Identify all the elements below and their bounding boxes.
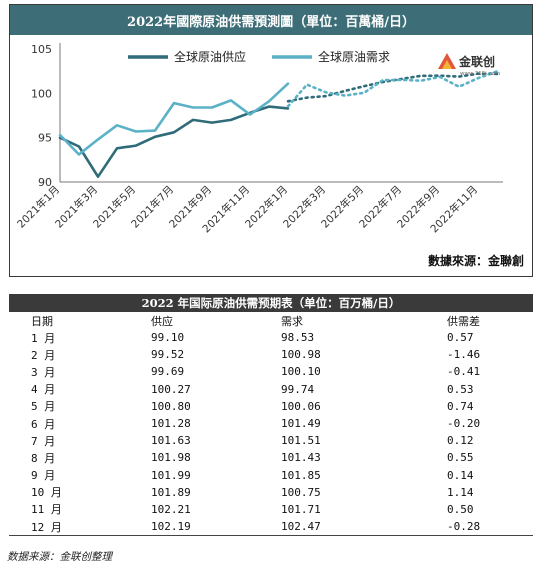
- chart-title: 2022年國際原油供需預測圖（單位：百萬桶/日）: [10, 5, 532, 35]
- cell-demand: 101.49: [281, 417, 321, 431]
- chart-source: 數據來源：金聯創: [427, 254, 524, 268]
- table-row: 9 月 101.99 101.85 0.14: [9, 467, 533, 484]
- header-supply: 供应: [151, 314, 173, 328]
- header-demand: 需求: [281, 314, 303, 328]
- cell-supply: 101.98: [151, 451, 191, 465]
- cell-balance: 1.14: [447, 485, 474, 499]
- cell-supply: 101.63: [151, 434, 191, 448]
- series-line-2: [286, 72, 499, 103]
- cell-date: 9 月: [31, 469, 56, 483]
- line-chart: 90951001052021年1月2021年3月2021年5月2021年7月20…: [14, 43, 503, 235]
- cell-supply: 102.19: [151, 520, 191, 534]
- cell-balance: 0.50: [447, 502, 474, 516]
- table-bottom-rule: [9, 535, 533, 537]
- cell-date: 7 月: [31, 434, 56, 448]
- logo-icon-inner: [442, 60, 452, 69]
- header-date: 日期: [31, 314, 53, 328]
- cell-date: 3 月: [31, 365, 56, 379]
- cell-balance: -1.46: [447, 348, 481, 362]
- cell-date: 12 月: [31, 520, 62, 534]
- table-row: 1 月 99.10 98.53 0.57: [9, 329, 533, 346]
- table-row: 6 月 101.28 101.49 -0.20: [9, 415, 533, 432]
- cell-date: 10 月: [31, 486, 62, 500]
- cell-balance: 0.55: [447, 451, 474, 465]
- cell-balance: 0.57: [447, 331, 474, 345]
- y-tick-label: 100: [31, 87, 52, 100]
- cell-date: 11 月: [31, 503, 62, 517]
- table-row: 5 月 100.80 100.06 0.74: [9, 398, 533, 415]
- cell-date: 1 月: [31, 331, 56, 345]
- table-row: 12 月 102.19 102.47 -0.28: [9, 518, 533, 535]
- header-balance: 供需差: [447, 314, 480, 328]
- cell-supply: 100.80: [151, 399, 191, 413]
- cell-balance: 0.74: [447, 399, 474, 413]
- cell-supply: 99.52: [151, 348, 185, 362]
- forecast-table: 日期 供应 需求 供需差 1 月 99.10 98.53 0.57 2 月 99.52 10…: [9, 312, 533, 535]
- y-tick-label: 95: [38, 132, 52, 145]
- cell-balance: -0.41: [447, 365, 481, 379]
- cell-demand: 99.74: [281, 382, 315, 396]
- table-row: 8 月 101.98 101.43 0.55: [9, 449, 533, 466]
- legend-label-1: 全球原油需求: [318, 49, 390, 64]
- forecast-table-panel: 2022 年国际原油供需预期表（单位：百万桶/日） 日期 供应 需求 供需差 1…: [9, 294, 533, 537]
- cell-demand: 98.53: [281, 331, 315, 345]
- table-row: 2 月 99.52 100.98 -1.46: [9, 346, 533, 363]
- cell-demand: 100.06: [281, 399, 321, 413]
- cell-demand: 101.71: [281, 502, 321, 516]
- cell-balance: 0.53: [447, 382, 474, 396]
- chart-panel: 2022年國際原油供需預測圖（單位：百萬桶/日） 90 95 100 105 2021年…: [9, 4, 533, 277]
- logo-text: 金联创: [458, 54, 495, 69]
- cell-supply: 101.28: [151, 417, 191, 431]
- cell-demand: 102.47: [281, 520, 321, 534]
- cell-demand: 101.51: [281, 434, 321, 448]
- cell-balance: -0.20: [447, 417, 481, 431]
- cell-date: 4 月: [31, 383, 56, 397]
- table-header-row: 日期 供应 需求 供需差: [9, 312, 533, 329]
- cell-demand: 100.75: [281, 485, 321, 499]
- table-title: 2022 年国际原油供需预期表（单位：百万桶/日）: [9, 294, 533, 312]
- cell-balance: 0.12: [447, 434, 474, 448]
- table-row: 7 月 101.63 101.51 0.12: [9, 432, 533, 449]
- table-row: 10 月 101.89 100.75 1.14: [9, 484, 533, 501]
- logo-url: www.315i.com: [460, 71, 500, 77]
- cell-date: 8 月: [31, 451, 56, 465]
- cell-date: 2 月: [31, 348, 56, 362]
- cell-supply: 99.69: [151, 365, 185, 379]
- table-row: 4 月 100.27 99.74 0.53: [9, 381, 533, 398]
- series-line-3: [286, 70, 499, 108]
- cell-balance: -0.28: [447, 520, 481, 534]
- cell-supply: 101.89: [151, 485, 191, 499]
- cell-date: 6 月: [31, 417, 56, 431]
- cell-date: 5 月: [31, 400, 56, 414]
- series-line-0: [58, 105, 290, 178]
- cell-supply: 102.21: [151, 502, 191, 516]
- cell-supply: 100.27: [151, 382, 191, 396]
- cell-demand: 101.43: [281, 451, 321, 465]
- table-row: 3 月 99.69 100.10 -0.41: [9, 363, 533, 380]
- y-tick-label: 105: [31, 43, 52, 56]
- table-row: 11 月 102.21 101.71 0.50: [9, 501, 533, 518]
- y-tick-label: 90: [38, 176, 52, 189]
- cell-demand: 100.10: [281, 365, 321, 379]
- legend-label-0: 全球原油供应: [174, 49, 246, 64]
- cell-demand: 101.85: [281, 468, 321, 482]
- table-source: 数据来源：金联创整理: [7, 551, 112, 563]
- cell-balance: 0.14: [447, 468, 474, 482]
- series-line-1: [58, 82, 290, 156]
- cell-demand: 100.98: [281, 348, 321, 362]
- cell-supply: 99.10: [151, 331, 185, 345]
- cell-supply: 101.99: [151, 468, 191, 482]
